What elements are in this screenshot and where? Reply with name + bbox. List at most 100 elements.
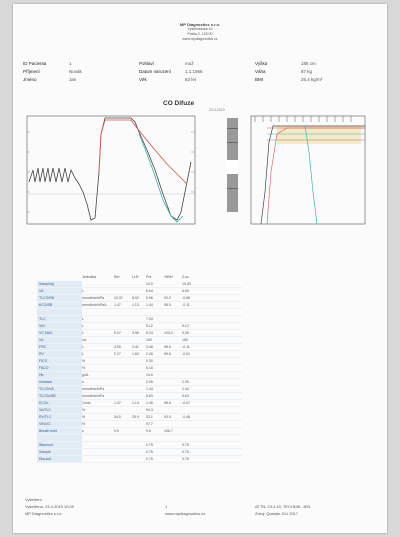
row-label [37, 309, 82, 315]
table-body: Sampling 10.0 10.00 VA L 6.64 6.60 TLCO/SB mmol/… [37, 281, 242, 463]
table-cell-pct [164, 365, 182, 371]
patient-key: Příjmení [23, 69, 40, 74]
table-row [37, 435, 242, 442]
patient-value: 63 let [185, 77, 197, 82]
table-cell-unit: mmol/min/kPa [82, 394, 105, 398]
table-cell-lln [132, 337, 146, 343]
row-label: Discard [37, 456, 82, 462]
report-title: CO Difuze [163, 100, 195, 107]
table-cell-ref: 10.37 [114, 296, 123, 300]
table-cell-z [182, 428, 198, 434]
table-cell-lln [132, 393, 146, 399]
table-cell-lln [132, 316, 146, 322]
footer-website: www.mpdiagnostics.cz [165, 511, 206, 516]
row-label: TLCOc/SB [37, 393, 82, 399]
table-cell-ref: 2.27 [114, 352, 121, 356]
results-table: Jednotka Ref LLN Pre %Ref Z-sc Sampling 1… [37, 274, 242, 463]
table-cell-pre: 9.63 [146, 394, 153, 398]
table-cell-unit: mmol/min/kPa [82, 387, 105, 391]
table-cell-ref [114, 449, 132, 455]
patient-key: ID Pacienta [23, 61, 47, 66]
patient-value: Novák [69, 69, 82, 74]
table-cell-z: -0.11 [182, 303, 190, 307]
table-cell-lln [132, 323, 146, 329]
row-label: RV [37, 351, 82, 357]
row-label: KCO/SB [37, 302, 82, 308]
table-cell-z: 6.60 [182, 289, 189, 293]
table-cell-unit [82, 435, 114, 441]
table-row: VC MAX L 5.07 3.98 5.24 103.4 0.26 [37, 330, 242, 337]
table-cell-lln [132, 407, 146, 413]
patient-row: Příjmení Novák Datum narození 1.1.1956 V… [23, 68, 373, 76]
table-cell-ref: 1.47 [114, 303, 121, 307]
footer-technician: ATTN: 23.4.19, TECHNIK: JEN [255, 504, 311, 509]
row-label: VC MAX [37, 330, 82, 336]
table-cell-ref [114, 288, 132, 294]
table-cell-unit: L [82, 331, 84, 335]
table-cell-unit: % [82, 415, 86, 419]
footer-row: Vyšetřeno: 23.4.2019 10:09 1 ATTN: 23.4.… [25, 503, 375, 510]
table-cell-z: 0.26 [182, 331, 189, 335]
report-header: MP Diagnostics s.r.o. Vyšehradská 42 Pra… [13, 22, 387, 42]
row-label: Hb [37, 372, 82, 378]
column-header: Ref [114, 275, 120, 279]
table-cell-lln [132, 309, 146, 315]
table-cell-ref [114, 442, 132, 448]
table-cell-ref [114, 435, 132, 441]
row-label: Breath hold [37, 428, 82, 434]
table-cell-pre: 10.0 [146, 282, 153, 286]
table-cell-pre: 3.48 [146, 345, 153, 349]
table-cell-pre: 2.05 [146, 380, 153, 384]
table-cell-lln: 2.41 [132, 345, 139, 349]
sample-window [277, 126, 361, 144]
table-cell-unit [82, 456, 114, 462]
report-title-date: 23.4.2019 [209, 108, 225, 112]
table-cell-ref [114, 407, 132, 413]
y-axis-ticks [27, 131, 195, 213]
table-cell-pre: 150 [146, 338, 152, 342]
column-header: Jednotka [82, 275, 97, 279]
table-cell-pct [164, 309, 182, 315]
table-cell-pct [164, 372, 182, 378]
table-cell-z: -0.01 [182, 352, 190, 356]
table-row: KCOc 1/min 1.47 1.13 1.45 98.6 -0.07 [37, 400, 242, 407]
row-label: Washout [37, 442, 82, 448]
footer-row: Vyšetření [25, 496, 375, 503]
row-label: FiCO [37, 358, 82, 364]
footer-org: MP Diagnostics s.r.o. [25, 511, 63, 516]
table-cell-z: 0.75 [182, 443, 189, 447]
table-row: Vd mL 150 150 [37, 337, 242, 344]
patient-value: 185 cm [301, 61, 316, 66]
chart-frame [26, 115, 196, 225]
table-row: TLCOc/SB mmol/min/kPa 9.63 9.63 [37, 393, 242, 400]
table-cell-lln [132, 379, 146, 385]
row-label: Inhalace [37, 379, 82, 385]
org-address-2: Praha 2, 128 00 [187, 32, 213, 36]
gas-trace-main [260, 125, 365, 225]
patient-key: Jméno [23, 77, 37, 82]
table-cell-lln [132, 435, 146, 441]
table-cell-ref: 1.47 [114, 401, 121, 405]
table-cell-unit: % [82, 359, 86, 363]
table-row: FRC L 3.55 2.41 3.48 98.0 -0.11 [37, 344, 242, 351]
gas-trace-red [266, 127, 365, 225]
table-cell-pre: 1.45 [146, 401, 153, 405]
table-cell-ref [114, 393, 132, 399]
table-row: FiCO% 0.30 [37, 358, 242, 365]
table-row: VA L 6.64 6.60 [37, 288, 242, 295]
table-cell-pre [146, 309, 164, 315]
red-fit-curve [98, 119, 188, 185]
report-page: MP Diagnostics s.r.o. Vyšehradská 42 Pra… [13, 4, 387, 533]
table-cell-unit: L [82, 345, 84, 349]
table-cell-ref [114, 379, 132, 385]
table-cell-lln [132, 288, 146, 294]
table-cell-z [182, 358, 198, 364]
table-row: Hb g/dL 14.6 [37, 372, 242, 379]
table-cell-pct: 98.0 [164, 303, 171, 307]
table-cell-unit [82, 442, 114, 448]
report-footer: Vyšetření Vyšetřeno: 23.4.2019 10:09 1 A… [25, 496, 375, 517]
table-cell-unit: L [82, 289, 84, 293]
table-cell-lln [132, 449, 146, 455]
table-cell-unit: s [82, 380, 84, 384]
teal-fit-curve [138, 133, 184, 223]
